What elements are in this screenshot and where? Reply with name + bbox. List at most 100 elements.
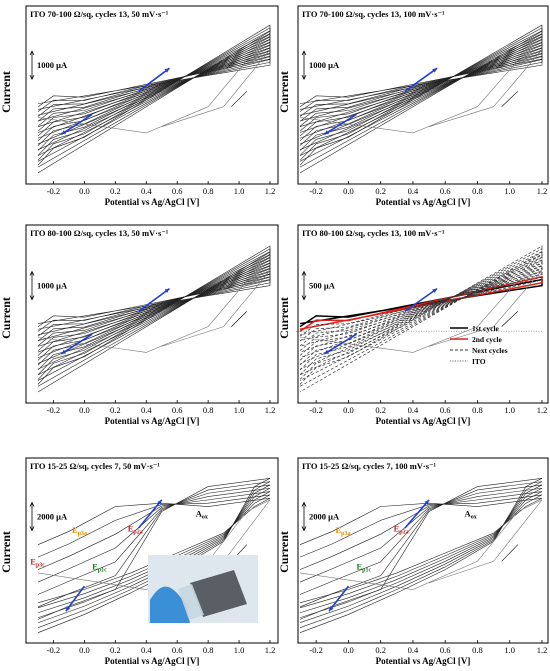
growth-arrowhead	[61, 349, 67, 354]
cv-cycle	[299, 275, 543, 333]
cv-cycle	[37, 484, 271, 624]
scale-bar-label: 500 μA	[309, 281, 336, 291]
x-tick-label: 1.0	[234, 405, 245, 415]
scan-direction-arrow	[501, 311, 519, 327]
y-axis-label-left: Current	[0, 297, 13, 339]
x-tick-label: 0.8	[203, 186, 214, 196]
cv-cycle-first	[299, 49, 543, 134]
cv-cycle	[299, 497, 543, 604]
x-tick-label: 1.0	[504, 645, 515, 655]
x-tick-label: 0.0	[343, 405, 354, 415]
x-tick-label: 0.2	[375, 186, 386, 196]
x-tick-label: 1.2	[265, 405, 276, 415]
x-tick-label: 1.2	[265, 186, 276, 196]
panel-6: ITO 15-25 Ω/sq, cycles 7, 100 mV·s⁻¹ -0.2…	[297, 457, 549, 666]
cv-cycle	[299, 24, 543, 174]
x-axis-label: Potential vs Ag/AgCl [V]	[376, 197, 471, 207]
x-axis-label: Potential vs Ag/AgCl [V]	[105, 656, 200, 666]
growth-arrowhead	[65, 606, 71, 612]
x-tick-label: 0.0	[343, 645, 354, 655]
cv-curves	[299, 478, 543, 633]
legend-label: 2nd cycle	[472, 335, 502, 344]
scale-bar-arrow	[29, 74, 35, 81]
scale-bar-label: 1000 μA	[37, 60, 68, 70]
cv-cycle-next	[299, 253, 543, 376]
x-tick-label: 0.4	[408, 645, 419, 655]
growth-arrow	[323, 113, 357, 136]
panel-frame	[297, 224, 549, 404]
x-axis-label: Potential vs Ag/AgCl [V]	[105, 197, 200, 207]
scan-direction-arrow	[501, 544, 519, 562]
x-tick-label: 0.2	[375, 405, 386, 415]
x-tick-label: -0.2	[309, 405, 322, 415]
x-axis-label: Potential vs Ag/AgCl [V]	[105, 416, 200, 426]
growth-arrow	[404, 287, 438, 313]
growth-arrowhead	[432, 68, 438, 73]
peak-annotation: Ep1c	[356, 562, 371, 574]
cv-curves	[299, 24, 543, 174]
panel-3: ITO 80-100 Ω/sq, cycles 13, 50 mV·s⁻¹ -0.…	[25, 224, 279, 426]
scale-bar-arrow	[301, 74, 307, 81]
cv-cycle	[37, 478, 271, 633]
x-tick-label: 0.6	[440, 405, 451, 415]
x-tick-label: 1.2	[537, 645, 548, 655]
growth-arrow	[323, 333, 357, 355]
cv-cycle	[299, 484, 543, 624]
peak-annotation: Ep2a	[128, 523, 143, 535]
x-tick-label: 0.2	[375, 645, 386, 655]
scale-bar-arrow	[301, 501, 307, 507]
cv-cycle-next	[299, 270, 543, 342]
x-tick-label: 0.2	[110, 645, 121, 655]
panel-title: ITO 15-25 Ω/sq, cycles 7, 50 mV·s⁻¹	[30, 461, 160, 471]
x-tick-label: 0.4	[141, 405, 152, 415]
cv-cycle-next	[299, 245, 543, 393]
x-tick-label: 0.0	[79, 405, 90, 415]
growth-arrow	[60, 113, 93, 136]
cv-cycle	[299, 481, 543, 628]
legend-label: 1st cycle	[472, 324, 500, 333]
cv-cycle	[299, 478, 543, 633]
panel-frame	[297, 457, 549, 644]
cv-cycle	[37, 494, 271, 609]
panel-title: ITO 70-100 Ω/sq, cycles 13, 50 mV·s⁻¹	[30, 9, 169, 19]
scan-direction-arrow	[231, 91, 248, 107]
scale-bar-arrow	[29, 526, 35, 532]
scale-bar-label: 2000 μA	[309, 511, 340, 521]
x-tick-label: 0.4	[141, 645, 152, 655]
photo-ito-slide	[190, 570, 247, 617]
x-tick-label: 0.8	[203, 405, 214, 415]
x-tick-label: 0.4	[408, 186, 419, 196]
cv-curves	[37, 245, 271, 393]
x-tick-label: -0.2	[47, 405, 60, 415]
growth-arrowhead	[324, 349, 330, 354]
growth-arrow	[137, 499, 163, 529]
panel-title: ITO 15-25 Ω/sq, cycles 7, 100 mV·s⁻¹	[302, 461, 437, 471]
growth-arrow	[60, 333, 93, 355]
y-axis-label-right: Current	[277, 71, 291, 113]
x-axis-label: Potential vs Ag/AgCl [V]	[376, 656, 471, 666]
cv-cycle-next	[299, 259, 543, 364]
cv-cycle	[37, 491, 271, 614]
panel-2: ITO 70-100 Ω/sq, cycles 13, 100 mV·s⁻¹ -0…	[297, 5, 549, 207]
x-tick-label: 0.4	[141, 186, 152, 196]
growth-arrowhead	[432, 288, 438, 293]
inset-photo	[148, 555, 258, 623]
growth-arrowhead	[324, 130, 330, 135]
growth-arrow	[138, 287, 170, 313]
x-tick-label: 0.0	[79, 186, 90, 196]
x-tick-label: -0.2	[309, 186, 322, 196]
scale-bar-arrow	[29, 270, 35, 276]
y-axis-label-right: Current	[277, 531, 291, 573]
cv-cycle-first	[37, 270, 271, 353]
growth-arrowhead	[329, 606, 334, 612]
y-axis-label-right: Current	[277, 297, 291, 339]
peak-annotation: Ep2a	[394, 523, 409, 535]
scale-bar-arrow	[29, 295, 35, 301]
legend-label: Next cycles	[472, 346, 508, 355]
x-tick-label: 0.8	[472, 405, 483, 415]
x-tick-label: 0.6	[172, 645, 183, 655]
photo-glove	[150, 586, 190, 623]
panel-4: ITO 80-100 Ω/sq, cycles 13, 100 mV·s⁻¹ -0…	[296, 224, 549, 426]
x-tick-label: 1.0	[234, 186, 245, 196]
growth-arrowhead	[164, 288, 170, 294]
